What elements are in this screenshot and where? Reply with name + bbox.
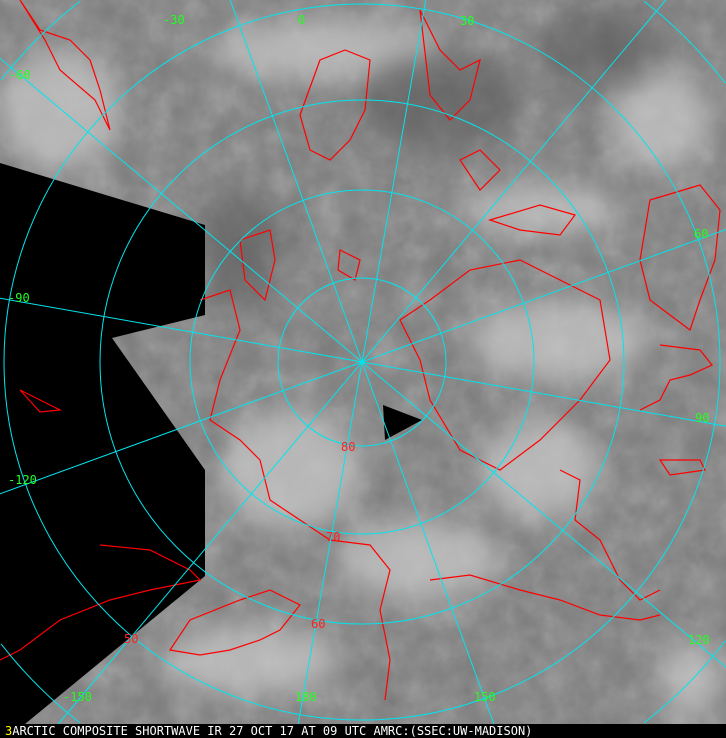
longitude-label-30: 30 [460, 14, 475, 28]
longitude-label-m30: -30 [163, 13, 185, 27]
longitude-label-m150: -150 [63, 690, 92, 704]
latitude-label-60: 60 [311, 617, 326, 631]
longitude-label-120: 120 [688, 633, 710, 647]
meridian-line [0, 361, 363, 495]
meridian-line [229, 0, 363, 363]
meridian-line [361, 361, 726, 668]
latitude-circle-80 [277, 277, 447, 447]
latitude-circle-40 [643, 0, 726, 84]
latitude-circle-40 [0, 0, 81, 81]
no-data-wedge [383, 405, 422, 440]
meridian-line [57, 361, 363, 724]
meridian-line [297, 361, 363, 724]
latitude-label-80: 80 [341, 440, 356, 454]
longitude-label-m120: -120 [8, 473, 37, 487]
meridian-line [361, 361, 726, 427]
meridian-line [0, 297, 363, 363]
latitude-circle-70 [189, 189, 535, 535]
image-caption-bar: 3ARCTIC COMPOSITE SHORTWAVE IR 27 OCT 17… [0, 724, 726, 738]
longitude-label-m60: -60 [9, 68, 31, 82]
latitude-label-50: 50 [124, 632, 139, 646]
meridian-line [361, 0, 427, 363]
meridian-line [0, 57, 363, 363]
longitude-label-m90: -90 [8, 291, 30, 305]
frame-number: 3 [5, 724, 13, 738]
longitude-label-60: 60 [694, 227, 709, 241]
coastlines [0, 0, 721, 701]
longitude-label-180: 180 [295, 690, 317, 704]
meridian-line [361, 229, 726, 363]
longitude-label-0: 0 [298, 13, 306, 27]
latitude-circle-60 [99, 99, 625, 625]
meridian-line [361, 0, 667, 363]
meridian-line [361, 361, 495, 724]
latitude-circle-50 [3, 3, 721, 721]
no-data-region [0, 163, 205, 724]
longitude-label-90: 90 [695, 411, 710, 425]
latitude-label-70: 70 [326, 530, 341, 544]
latitude-circle-40 [643, 640, 726, 724]
caption-text: ARCTIC COMPOSITE SHORTWAVE IR 27 OCT 17 … [12, 724, 533, 738]
longitude-label-150: 150 [474, 690, 496, 704]
latitude-circle-40 [0, 643, 81, 724]
